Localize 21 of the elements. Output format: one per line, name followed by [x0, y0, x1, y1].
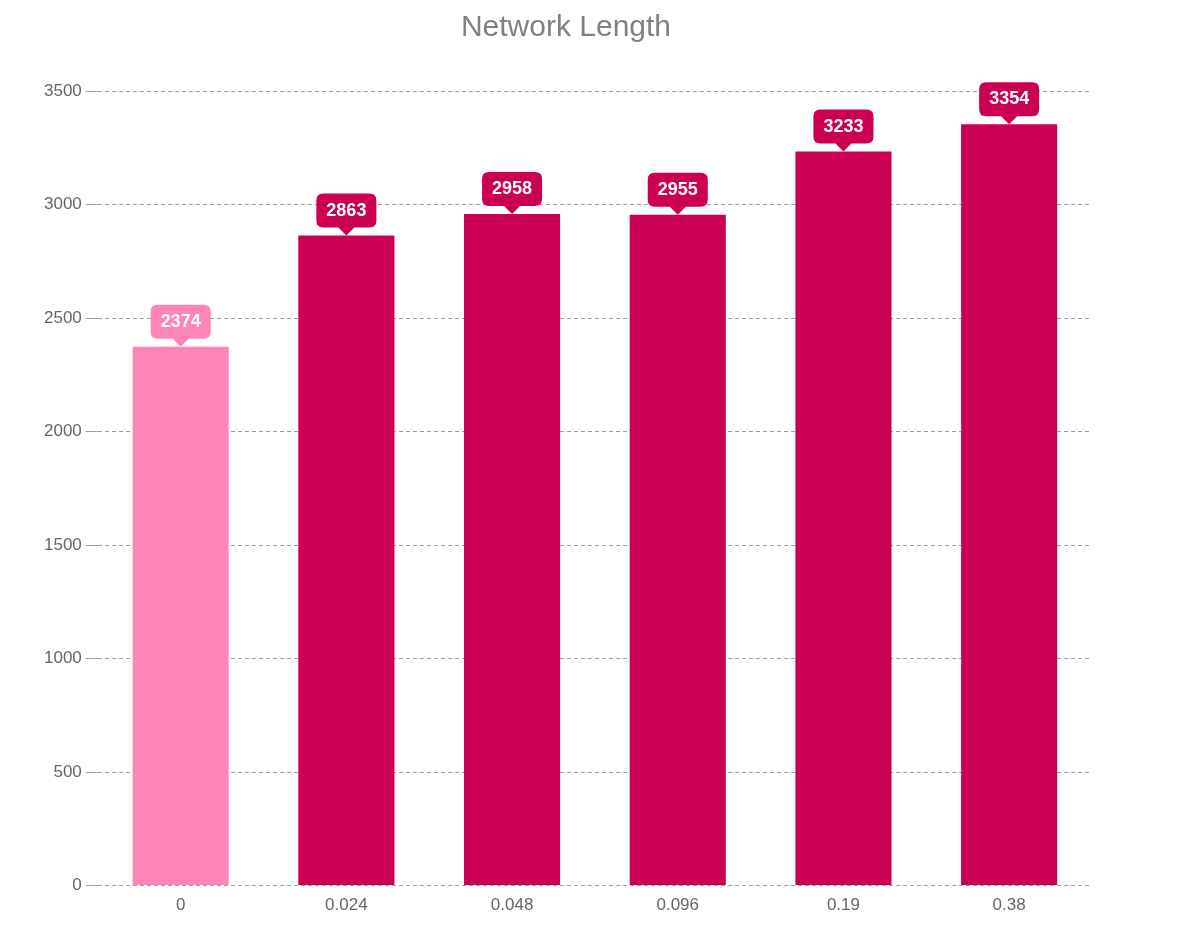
x-tick-label: 0.38: [992, 895, 1026, 915]
data-label: 2958: [492, 178, 533, 199]
data-label: 2374: [160, 310, 201, 331]
y-tick-label: 3500: [43, 80, 82, 100]
x-tick-label: 0.19: [826, 895, 860, 915]
y-tick-label: 1000: [43, 648, 82, 668]
data-label: 3354: [989, 88, 1030, 109]
data-label: 2955: [657, 178, 698, 199]
data-label: 2863: [326, 199, 367, 220]
chart-title: Network Length: [460, 9, 672, 43]
y-tick-label: 3000: [43, 194, 82, 214]
y-tick-label: 1500: [43, 534, 82, 554]
y-tick-label: 500: [53, 761, 82, 781]
x-tick-label: 0.048: [490, 895, 534, 915]
x-tick-label: 0.096: [656, 895, 700, 915]
x-tick-label: 0: [175, 895, 186, 915]
data-label: 3233: [823, 115, 864, 136]
y-tick-label: 0: [72, 875, 82, 895]
x-tick-label: 0.024: [325, 895, 368, 915]
y-tick-label: 2500: [43, 307, 82, 327]
y-tick-label: 2000: [43, 421, 82, 441]
